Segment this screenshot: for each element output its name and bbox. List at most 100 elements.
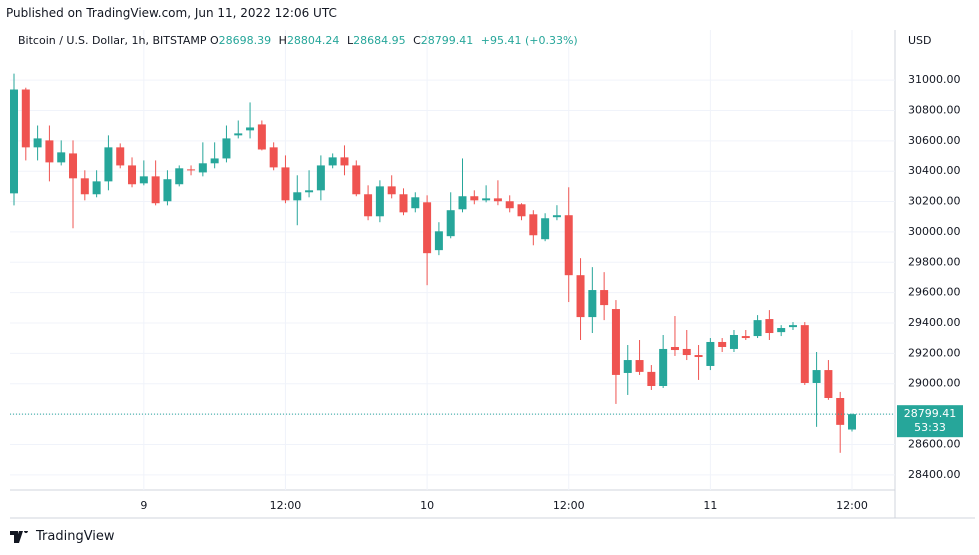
candle-body [505, 201, 514, 209]
candle-body [375, 186, 384, 217]
l-label: L [346, 34, 354, 47]
candle-body [116, 147, 125, 166]
candle-body [139, 176, 148, 184]
y-tick-label: 29800.00 [908, 255, 961, 268]
candle-body [33, 138, 42, 148]
candle-body [836, 398, 845, 425]
candle-body [175, 168, 184, 185]
candle-body [281, 167, 290, 201]
candle-body [21, 89, 30, 148]
candle-body [364, 194, 373, 217]
legend: Bitcoin / U.S. Dollar, 1h, BITSTAMP O286… [18, 34, 582, 47]
candle-body [470, 196, 479, 201]
candle-body [718, 341, 727, 347]
candle-body [694, 355, 703, 358]
candle-body [659, 348, 668, 387]
candle-body [104, 147, 113, 182]
candle-body [482, 198, 491, 201]
candle-body [352, 165, 361, 195]
candle-body [729, 334, 738, 349]
y-tick-label: 30400.00 [908, 164, 961, 177]
candle-body [246, 127, 255, 131]
candle-body [92, 181, 101, 195]
y-tick-label: 29000.00 [908, 377, 961, 390]
candle-body [564, 215, 573, 276]
candle-body [552, 215, 561, 218]
candle-body [682, 348, 691, 356]
y-tick-label: 30200.00 [908, 195, 961, 208]
brand-name: TradingView [36, 529, 115, 544]
candle-body [328, 157, 337, 166]
candle-body [824, 370, 833, 398]
candle-body [423, 202, 432, 254]
candle-body [529, 214, 538, 236]
candle-body [623, 360, 632, 373]
candle-body [387, 186, 396, 195]
y-tick-label: 30800.00 [908, 103, 961, 116]
x-tick-label: 10 [420, 499, 434, 512]
y-tick-label: 28600.00 [908, 437, 961, 450]
candle-body [57, 152, 66, 163]
candle-body [600, 290, 609, 306]
candle-body [576, 275, 585, 318]
candle-body [305, 190, 314, 193]
candle-body [45, 140, 54, 163]
candle-body [434, 231, 443, 251]
candle-body [812, 370, 821, 383]
candle-body [411, 197, 420, 209]
candle-body [635, 360, 644, 372]
candle-body [800, 325, 809, 383]
candle-body [458, 196, 467, 210]
plot-area [10, 30, 895, 490]
candle-body [128, 165, 137, 185]
x-tick-label: 12:00 [553, 499, 585, 512]
candle-body [706, 341, 715, 366]
symbol-title: Bitcoin / U.S. Dollar, 1h, BITSTAMP [18, 34, 207, 47]
y-tick-label: 29400.00 [908, 316, 961, 329]
candle-body [210, 158, 219, 164]
l-value: 28684.95 [353, 34, 406, 47]
y-tick-label: 29600.00 [908, 286, 961, 299]
x-tick-label: 9 [140, 499, 147, 512]
change: +95.41 (+0.33%) [480, 34, 578, 47]
candle-body [399, 194, 408, 213]
published-note: Published on TradingView.com, Jun 11, 20… [6, 6, 337, 20]
h-value: 28804.24 [286, 34, 340, 47]
brand-logo[interactable]: TradingView [10, 529, 115, 544]
c-label: C [413, 34, 421, 47]
candle-body [788, 325, 797, 328]
last-price-label: 28799.41 [904, 407, 957, 420]
candle-body [222, 138, 231, 159]
countdown: 53:33 [914, 421, 946, 434]
y-tick-label: 29200.00 [908, 346, 961, 359]
last-price-box [897, 405, 963, 438]
y-tick-label: 31000.00 [908, 73, 961, 86]
x-tick-label: 12:00 [836, 499, 868, 512]
candle-body [765, 319, 774, 334]
candle-body [151, 176, 160, 204]
c-value: 28799.41 [420, 34, 474, 47]
candle-body [80, 178, 89, 195]
candle-body [517, 204, 526, 217]
candle-body [198, 163, 207, 173]
o-label: O [209, 34, 219, 47]
candle-body [163, 179, 172, 202]
candle-body [10, 89, 18, 194]
candle-body [187, 169, 196, 171]
candle-body [340, 157, 349, 166]
candle-body [234, 133, 243, 136]
candle-body [69, 153, 78, 179]
candle-body [741, 336, 750, 339]
candle-body [670, 346, 679, 351]
currency: USD [908, 34, 932, 47]
o-value: 28698.39 [218, 34, 272, 47]
logo-icon [10, 530, 28, 543]
candle-body [777, 328, 786, 333]
y-tick-label: 30000.00 [908, 225, 961, 238]
h-label: H [278, 34, 287, 47]
candle-body [647, 371, 656, 387]
candle-body [541, 218, 550, 240]
x-tick-label: 12:00 [270, 499, 302, 512]
candle-body [446, 210, 455, 237]
